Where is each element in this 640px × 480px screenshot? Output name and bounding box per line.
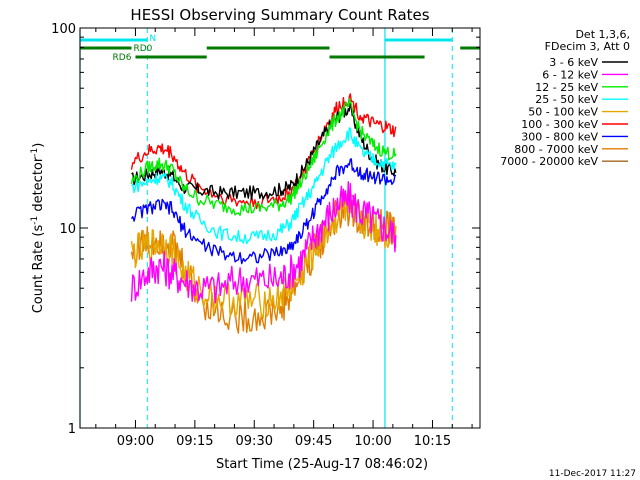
legend-entry-label: 800 - 7000 keV xyxy=(514,143,598,156)
x-tick-label: 09:45 xyxy=(295,434,332,449)
y-label-end: ) xyxy=(31,143,46,148)
legend-header-2: FDecim 3, Att 0 xyxy=(545,40,630,53)
axes: 09:00 09:15 09:30 09:45 10:00 10:15 1 10 100 xyxy=(51,22,480,449)
y-label-sup1: -1 xyxy=(30,216,40,225)
series-line xyxy=(130,181,397,304)
series-group xyxy=(130,93,397,334)
y-tick-label: 1 xyxy=(68,422,76,437)
legend-entry-label: 100 - 300 keV xyxy=(521,118,598,131)
marker-lines xyxy=(79,28,453,428)
series-line xyxy=(130,98,397,217)
legend-header-1: Det 1,3,6, xyxy=(575,28,630,41)
series-line xyxy=(131,102,397,201)
state-bar-label: N xyxy=(149,34,156,44)
chart-title: HESSI Observing Summary Count Rates xyxy=(130,6,429,24)
x-axis-label: Start Time (25-Aug-17 08:46:02) xyxy=(216,457,428,472)
y-axis-label: Count Rate (s-1 detector-1) xyxy=(30,143,46,314)
x-tick-label: 09:30 xyxy=(236,434,273,449)
x-tick-label: 10:00 xyxy=(354,434,391,449)
legend-entry-label: 7000 - 20000 keV xyxy=(500,155,598,168)
legend-entry-label: 6 - 12 keV xyxy=(542,68,598,81)
y-label-sup2: -1 xyxy=(30,148,40,157)
legend-entry-label: 50 - 100 keV xyxy=(528,106,598,119)
y-label-mid: detector xyxy=(31,156,46,216)
y-label-main: Count Rate (s xyxy=(31,225,46,314)
legend-entry-label: 25 - 50 keV xyxy=(535,93,598,106)
legend-entry-label: 12 - 25 keV xyxy=(535,81,598,94)
y-tick-label: 10 xyxy=(59,222,76,237)
series-line xyxy=(131,127,397,245)
series-line xyxy=(130,93,397,210)
state-bar-label: RD6 xyxy=(113,53,132,63)
x-tick-label: 10:15 xyxy=(414,434,451,449)
timestamp: 11-Dec-2017 11:27 xyxy=(549,469,636,479)
legend-entry-label: 3 - 6 keV xyxy=(549,56,598,69)
series-line xyxy=(130,158,397,265)
x-tick-label: 09:00 xyxy=(117,434,154,449)
state-bar-label: RD0 xyxy=(133,44,152,54)
x-tick-label: 09:15 xyxy=(176,434,213,449)
y-tick-label: 100 xyxy=(51,22,76,37)
legend-entry-label: 300 - 800 keV xyxy=(521,130,598,143)
